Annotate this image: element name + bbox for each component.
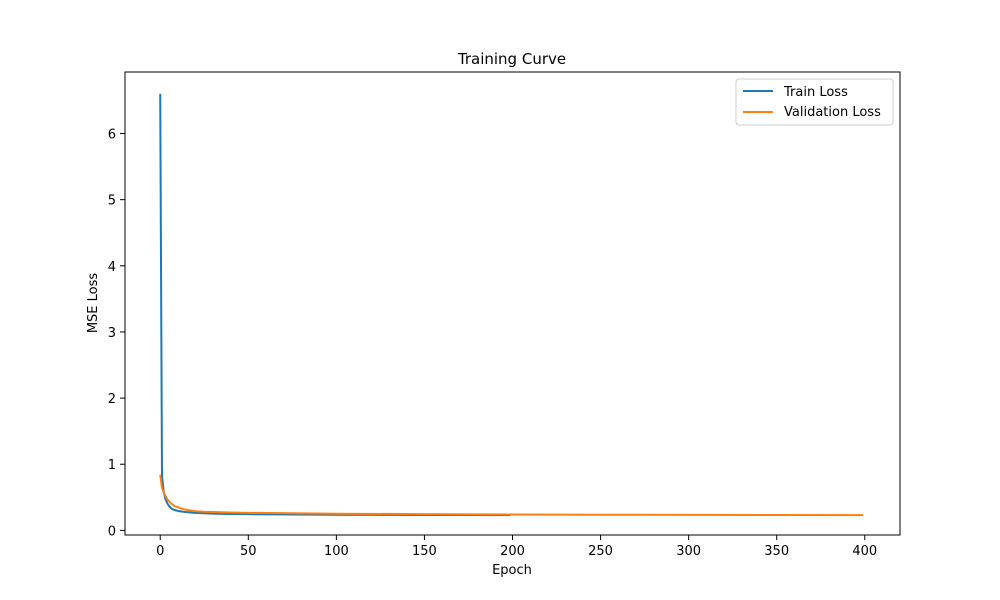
y-tick-label: 2 bbox=[108, 392, 116, 407]
x-tick-label: 250 bbox=[588, 544, 613, 559]
y-tick-label: 4 bbox=[108, 260, 116, 275]
y-tick-label: 0 bbox=[108, 524, 116, 539]
series-layer bbox=[159, 93, 864, 517]
x-tick-label: 200 bbox=[500, 544, 525, 559]
y-tick-label: 1 bbox=[108, 458, 116, 473]
y-tick-label: 5 bbox=[108, 194, 116, 209]
x-tick-label: 350 bbox=[764, 544, 789, 559]
y-tick-label: 3 bbox=[108, 326, 116, 341]
x-axis-label: Epoch bbox=[492, 563, 532, 578]
chart-title: Training Curve bbox=[457, 50, 566, 68]
x-tick-label: 150 bbox=[412, 544, 437, 559]
x-tick-label: 400 bbox=[852, 544, 877, 559]
y-tick-label: 6 bbox=[108, 128, 116, 143]
x-tick-label: 50 bbox=[240, 544, 257, 559]
legend-box bbox=[735, 78, 894, 126]
x-tick-label: 100 bbox=[324, 544, 349, 559]
y-axis-label: MSE Loss bbox=[86, 273, 101, 334]
legend-label-train-loss: Train Loss bbox=[783, 85, 848, 100]
validation-loss-line bbox=[159, 474, 864, 517]
x-tick-label: 0 bbox=[156, 544, 164, 559]
legend: Train Loss Validation Loss bbox=[735, 78, 894, 126]
x-axis: 0 50 100 150 200 250 300 350 400 bbox=[156, 535, 877, 559]
legend-label-validation-loss: Validation Loss bbox=[784, 105, 881, 120]
y-axis: 0 1 2 3 4 5 6 bbox=[108, 128, 125, 539]
x-tick-label: 300 bbox=[676, 544, 701, 559]
